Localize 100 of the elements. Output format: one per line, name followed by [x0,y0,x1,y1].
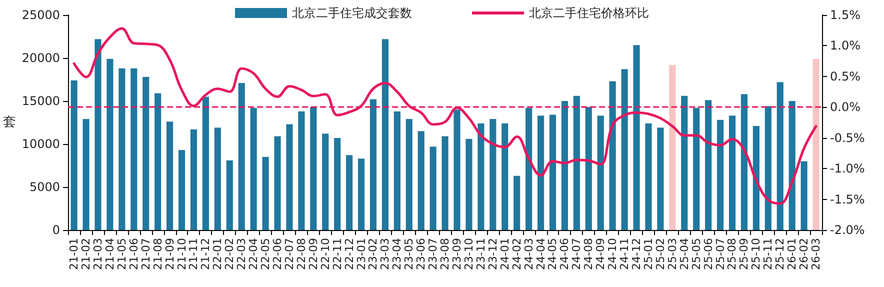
x-tick-label: 24-10 [606,238,620,270]
bar [238,82,245,230]
x-tick-label: 25-12 [774,238,787,270]
x-tick-label: 22-09 [306,238,320,270]
bar [466,138,472,230]
bar [740,94,748,230]
x-tick-label: 24-05 [546,238,560,270]
x-tick-label: 22-02 [223,238,236,270]
bar [621,69,628,230]
x-tick-label: 22-11 [330,238,344,270]
bar [478,123,484,230]
bar [118,68,126,230]
x-tick-label: 25-03 [666,238,679,270]
x-tick-label: 24-11 [618,238,632,270]
bar [764,106,772,230]
x-tick-label: 22-01 [211,238,224,270]
bar [310,107,317,230]
bar [800,161,808,230]
x-tick-label: 21-11 [187,238,200,270]
bar [190,129,198,230]
bar [70,80,78,230]
bar [406,119,412,230]
bar [633,45,640,230]
bar [490,119,496,230]
bar [346,155,353,230]
x-tick-label: 22-10 [318,238,332,270]
x-tick-label: 24-09 [594,238,608,270]
bar [394,111,400,230]
x-tick-label: 22-03 [235,238,248,270]
x-tick-label: 24-03 [522,238,536,270]
y-tick-label: 0 [52,223,60,237]
x-tick-label: 23-11 [474,238,488,270]
bar [250,108,257,230]
bar [166,122,174,230]
x-tick-label: 24-02 [510,238,524,270]
bar [142,76,150,230]
x-tick-label: 21-09 [163,238,176,270]
x-tick-label: 22-12 [342,238,356,270]
x-tick-label: 24-08 [582,238,596,270]
y-axis-title: 套 [3,115,16,130]
bar [812,58,820,230]
bar [418,131,424,230]
bar [358,158,365,230]
bar [94,39,102,230]
bar [430,146,436,230]
x-tick-label: 25-04 [678,238,691,270]
x-tick-label: 25-07 [714,238,727,270]
x-tick-label: 21-12 [199,238,212,270]
x-tick-label: 23-06 [414,238,428,270]
bar [322,134,329,230]
x-tick-label: 21-02 [80,238,93,270]
x-tick-label: 21-04 [103,238,116,270]
x-tick-label: 25-08 [726,238,739,270]
x-tick-label: 23-12 [486,238,500,270]
bar [657,128,664,230]
y2-tick-label: -0.5% [830,130,865,145]
x-tick-label: 26-03 [810,238,823,270]
bar [514,176,520,230]
x-tick-label: 24-01 [498,238,512,270]
x-tick-label: 25-06 [702,238,715,270]
x-tick-label: 24-07 [570,238,584,270]
x-tick-label: 23-10 [462,238,476,270]
y-tick-label: 10000 [22,137,60,151]
bar [705,100,712,230]
x-tick-label: 26-02 [798,238,811,270]
bar [573,96,580,230]
bar [645,123,652,230]
x-tick-label: 21-01 [68,238,81,270]
bar [561,101,568,230]
bar [669,64,676,230]
x-tick-label: 21-07 [139,238,152,270]
x-tick-label: 22-05 [259,238,272,270]
x-tick-label: 23-02 [366,238,380,270]
bar [537,116,544,230]
bar [274,136,281,230]
x-tick-label: 23-07 [426,238,440,270]
x-tick-label: 23-04 [390,238,404,270]
bar [382,39,388,230]
x-tick-label: 25-02 [654,238,667,270]
bar [82,119,90,230]
bar [262,156,269,230]
y2-tick-label: -1.0% [830,162,865,176]
x-tick-label: 22-07 [282,238,296,270]
x-tick-label: 23-03 [378,238,392,270]
x-tick-label: 24-12 [630,238,644,270]
y2-tick-label: -2.0% [830,223,865,237]
x-tick-label: 21-06 [127,238,140,270]
bar [502,123,508,230]
bar [716,120,724,230]
bar [442,136,448,230]
bar [286,124,293,230]
x-tick-label: 25-10 [750,238,763,270]
legend-label: 北京二手住宅成交套数 [292,6,412,20]
bar [752,126,760,230]
bar [454,110,460,230]
x-tick-label: 21-03 [91,238,104,270]
x-tick-label: 26-01 [786,238,799,270]
x-tick-label: 21-05 [115,238,128,270]
bar [693,108,700,230]
bar [776,82,784,230]
